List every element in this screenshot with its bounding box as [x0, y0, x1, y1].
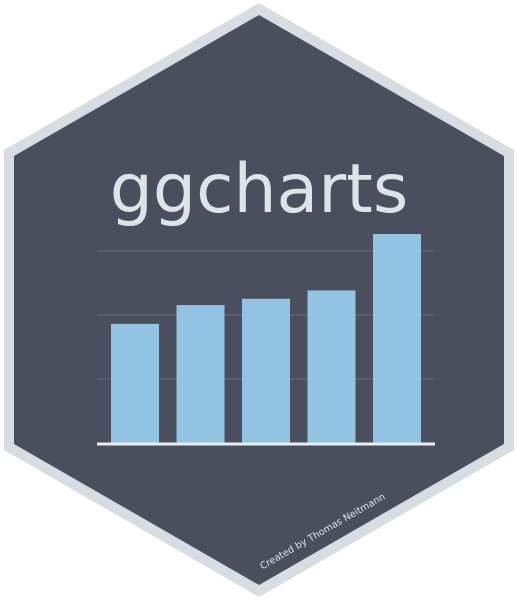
bar — [308, 290, 356, 443]
bar — [373, 234, 421, 443]
bar — [111, 324, 159, 443]
logo-title: ggcharts — [110, 150, 409, 229]
bar — [177, 305, 225, 443]
bar — [242, 299, 290, 443]
